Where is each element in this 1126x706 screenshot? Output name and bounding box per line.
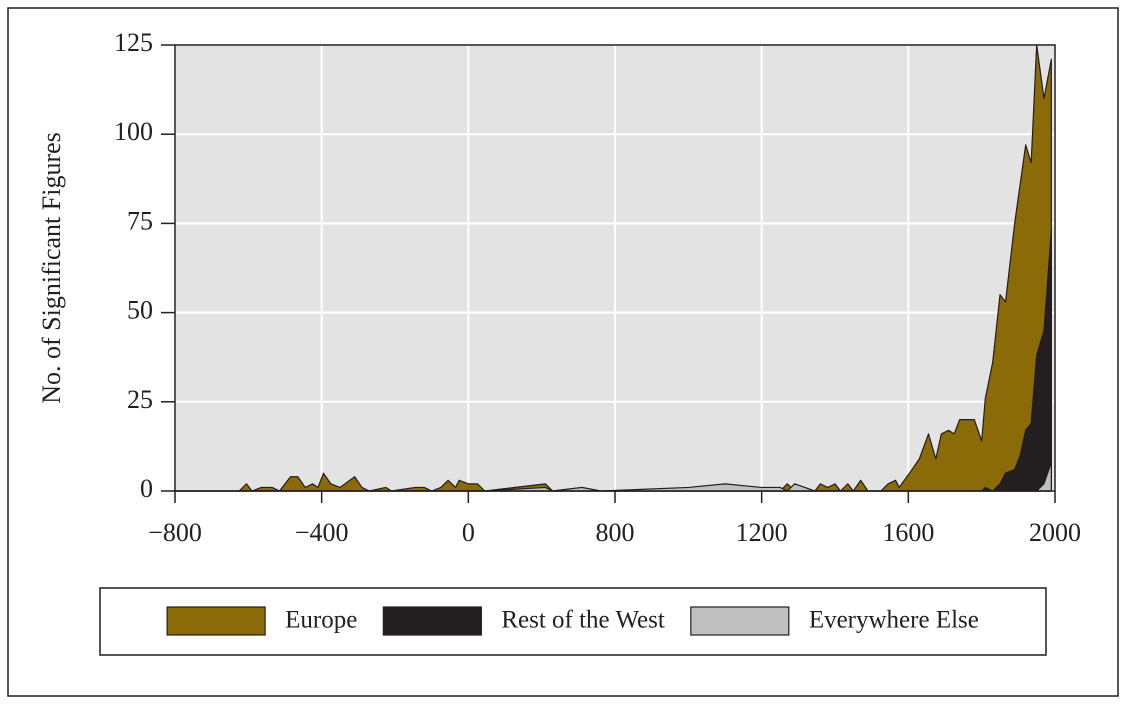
legend-label: Rest of the West bbox=[501, 607, 665, 634]
y-tick-label: 25 bbox=[127, 385, 153, 414]
x-tick-label: 800 bbox=[596, 518, 635, 547]
y-tick-label: 75 bbox=[127, 206, 153, 235]
y-tick-label: 50 bbox=[127, 296, 153, 325]
legend-label: Europe bbox=[285, 607, 357, 634]
area bbox=[174, 44, 1052, 492]
x-tick-label: 0 bbox=[462, 518, 475, 547]
legend-swatch bbox=[382, 606, 482, 636]
x-tick-label: 1600 bbox=[882, 518, 934, 547]
legend-swatch bbox=[690, 606, 790, 636]
y-tick-label: 125 bbox=[114, 28, 153, 57]
x-tick-label: −800 bbox=[148, 518, 202, 547]
x-tick-label: −400 bbox=[295, 518, 349, 547]
x-tick-label: 2000 bbox=[1029, 518, 1081, 547]
ticks: 0 25 50 75 100 125 −800 −400 0 800 1200 1600 2000 bbox=[114, 28, 1081, 547]
legend: Europe Rest of the West Everywhere Else bbox=[166, 606, 979, 636]
legend-label: Everywhere Else bbox=[809, 607, 979, 634]
y-tick-label: 0 bbox=[140, 474, 153, 503]
y-tick-label: 100 bbox=[114, 117, 153, 146]
x-tick-label: 1200 bbox=[736, 518, 788, 547]
y-axis-label: No. of Significant Figures bbox=[37, 132, 66, 404]
legend-swatch bbox=[166, 606, 266, 636]
